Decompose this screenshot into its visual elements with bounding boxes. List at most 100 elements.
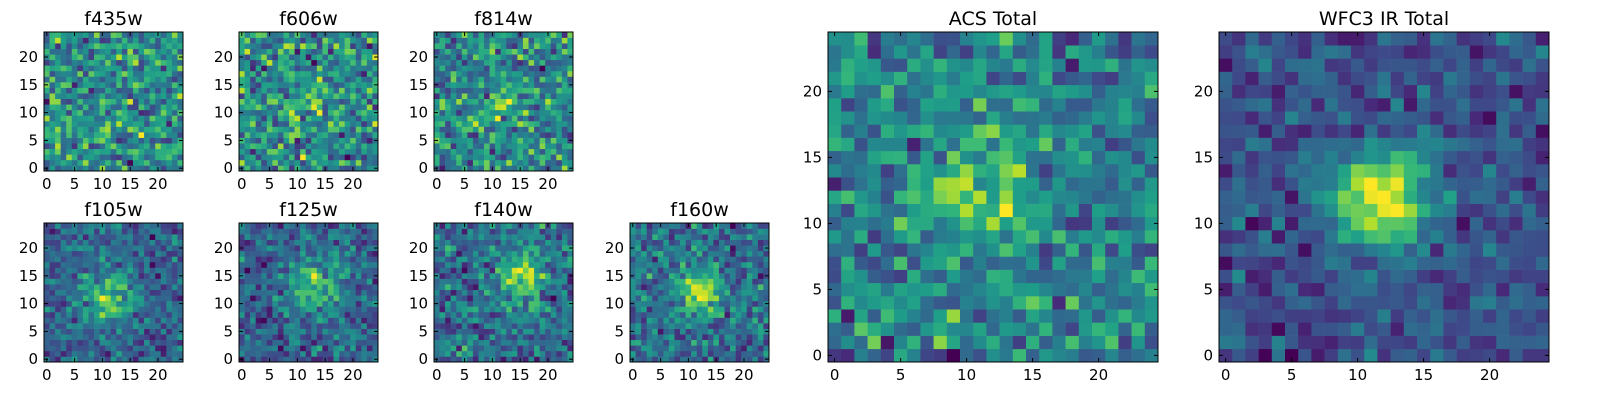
y-tick-label: 5 — [418, 131, 428, 149]
heatmap-cell — [311, 323, 318, 329]
heatmap-cell — [66, 267, 73, 274]
heatmap-cell — [155, 87, 162, 94]
heatmap-cell — [366, 54, 373, 61]
heatmap-cell — [266, 48, 273, 55]
heatmap-cell — [333, 43, 340, 49]
heatmap-cell — [752, 306, 759, 313]
heatmap-cell — [149, 300, 156, 307]
heatmap-cell — [322, 311, 329, 318]
heatmap-cell — [77, 59, 84, 66]
heatmap-cell — [239, 120, 245, 127]
heatmap-cell — [495, 93, 502, 100]
heatmap-cell — [707, 345, 714, 352]
heatmap-cell — [155, 234, 162, 240]
heatmap-cell — [880, 322, 895, 336]
heatmap-cell — [484, 109, 490, 116]
heatmap-cell — [44, 104, 50, 111]
heatmap-cell — [339, 76, 345, 83]
heatmap-cell — [500, 48, 507, 55]
heatmap-cell — [484, 154, 490, 161]
heatmap-cell — [467, 70, 474, 77]
heatmap-cell — [550, 109, 557, 116]
heatmap-cell — [506, 234, 513, 240]
heatmap-cell — [283, 334, 290, 341]
heatmap-cell — [177, 48, 184, 55]
heatmap-cell — [894, 256, 908, 270]
heatmap-cell — [333, 159, 340, 166]
heatmap-cell — [166, 250, 173, 257]
heatmap-cell — [255, 143, 262, 150]
heatmap-cell — [99, 284, 106, 291]
heatmap-cell — [266, 120, 273, 127]
heatmap-cell — [66, 37, 73, 44]
heatmap-cells — [239, 32, 379, 172]
heatmap-cell — [105, 228, 112, 235]
heatmap-cell — [177, 228, 184, 235]
heatmap-cell — [841, 203, 855, 218]
heatmap-cell — [854, 322, 868, 336]
heatmap-cell — [757, 278, 764, 285]
heatmap-cell — [149, 278, 156, 285]
heatmap-cell — [511, 228, 518, 235]
heatmap-cell — [344, 32, 351, 38]
heatmap-cell — [300, 256, 307, 263]
heatmap-cell — [94, 143, 100, 150]
heatmap-cell — [652, 345, 659, 352]
heatmap-cell — [132, 48, 139, 55]
heatmap-cell — [545, 126, 552, 133]
heatmap-cell — [339, 234, 345, 240]
heatmap-cell — [339, 159, 345, 166]
heatmap-cell — [60, 356, 67, 363]
heatmap-cell — [66, 154, 73, 161]
heatmap-cell — [305, 132, 312, 138]
heatmap-cell — [350, 154, 357, 161]
heatmap-cell — [266, 43, 273, 49]
heatmap-cell — [439, 328, 446, 335]
heatmap-cell — [333, 70, 340, 77]
heatmap-cell — [478, 87, 485, 94]
heatmap-cell — [344, 126, 351, 133]
heatmap-cell — [322, 350, 329, 357]
heatmap-cell — [724, 267, 731, 274]
heatmap-cell — [177, 143, 184, 150]
heatmap-cell — [55, 148, 61, 155]
x-tick-label: 20 — [148, 366, 167, 384]
heatmap-cell — [355, 43, 362, 49]
heatmap-cell — [289, 120, 295, 127]
heatmap-cell — [361, 154, 368, 161]
heatmap-cell — [44, 48, 50, 55]
heatmap-cell — [121, 126, 128, 133]
heatmap-cell — [255, 43, 262, 49]
heatmap-cell — [305, 104, 312, 111]
heatmap-cell — [561, 82, 568, 88]
heatmap-cell — [1039, 190, 1053, 204]
heatmap-cell — [556, 256, 563, 263]
heatmap-cell — [160, 356, 167, 363]
heatmap-cell — [663, 311, 670, 318]
heatmap-cell — [718, 334, 725, 341]
heatmap-cell — [177, 223, 184, 229]
heatmap-cell — [239, 115, 245, 122]
heatmap-cell — [155, 284, 162, 291]
heatmap-cell — [71, 311, 78, 318]
heatmap-cell — [1012, 335, 1027, 350]
heatmap-cell — [561, 154, 568, 161]
heatmap-cell — [567, 234, 574, 240]
heatmap-cell — [277, 323, 284, 329]
heatmap-cell — [663, 323, 670, 329]
heatmap-cell — [361, 143, 368, 150]
heatmap-cell — [746, 323, 753, 329]
heatmap-cell — [44, 234, 50, 240]
heatmap-cell — [127, 70, 134, 77]
heatmap-cell — [456, 137, 463, 144]
heatmap-cell — [641, 334, 647, 341]
heatmap-cell — [511, 245, 518, 252]
heatmap-cell — [539, 328, 546, 335]
heatmap-cell — [294, 245, 301, 252]
heatmap-cell — [289, 356, 295, 363]
heatmap-cell — [361, 323, 368, 329]
heatmap-cell — [305, 239, 312, 246]
heatmap-cell — [294, 267, 301, 274]
heatmap-cell — [160, 32, 167, 38]
